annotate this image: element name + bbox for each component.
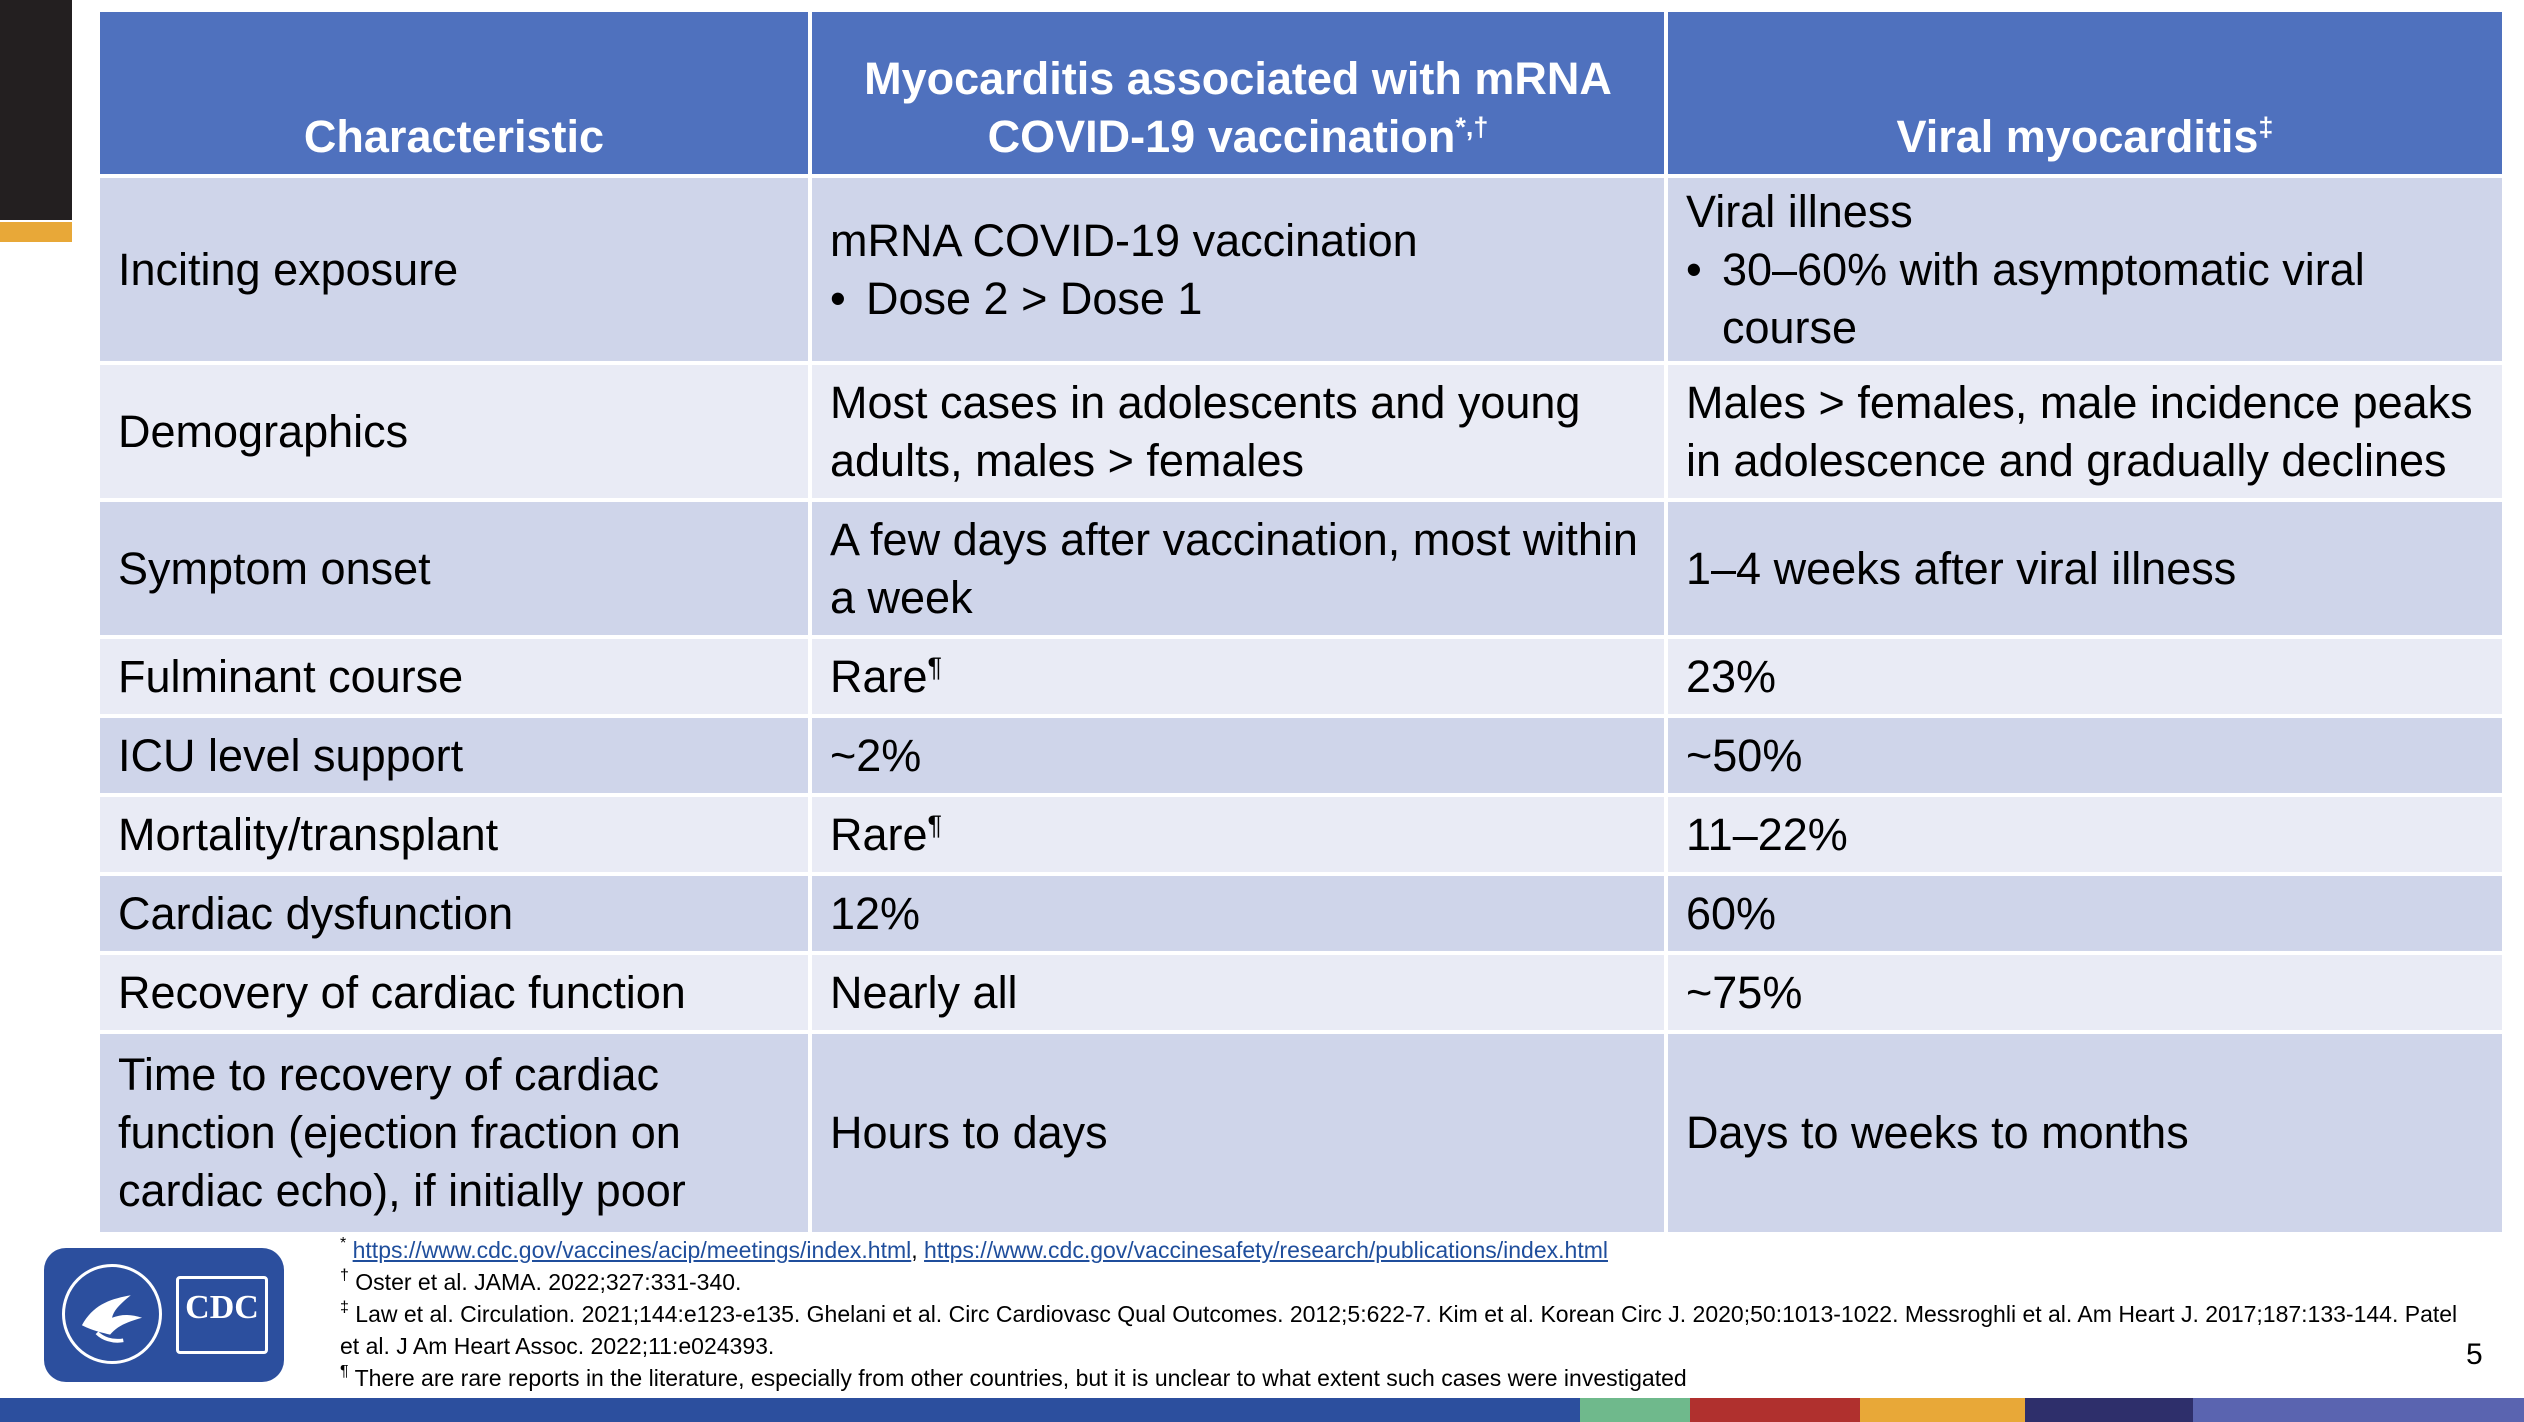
viral-cell: ~50% <box>1664 714 2506 797</box>
table-row: Fulminant course Rare¶ 23% <box>96 635 2506 718</box>
viral-cell: 1–4 weeks after viral illness <box>1664 498 2506 639</box>
page-number: 5 <box>2466 1338 2483 1371</box>
viral-cell: Viral illness • 30–60% with asymptomatic … <box>1664 174 2506 365</box>
viral-cell: Days to weeks to months <box>1664 1030 2506 1236</box>
table-row: Mortality/transplant Rare¶ 11–22% <box>96 793 2506 876</box>
footnote-references: ‡ Law et al. Circulation. 2021;144:e123-… <box>340 1299 2458 1359</box>
footnote-oster: † Oster et al. JAMA. 2022;327:331-340. <box>340 1267 742 1295</box>
row-label: Recovery of cardiac function <box>96 951 812 1034</box>
vaccine-cell: ~2% <box>808 714 1668 797</box>
row-label: ICU level support <box>96 714 812 797</box>
vaccine-cell: Most cases in adolescents and young adul… <box>808 361 1668 502</box>
vaccine-cell: A few days after vaccination, most withi… <box>808 498 1668 639</box>
bottom-color-strip <box>0 1398 2524 1422</box>
left-decorative-bar <box>0 0 72 220</box>
table-header-row: Characteristic Myocarditis associated wi… <box>96 8 2506 178</box>
row-label: Time to recovery of cardiac function (ej… <box>96 1030 812 1236</box>
table-row: Recovery of cardiac function Nearly all … <box>96 951 2506 1034</box>
hhs-eagle-seal-icon <box>62 1264 162 1364</box>
table-row: ICU level support ~2% ~50% <box>96 714 2506 797</box>
viral-cell: Males > females, male incidence peaks in… <box>1664 361 2506 502</box>
row-label: Demographics <box>96 361 812 502</box>
vaccine-cell: Rare¶ <box>808 793 1668 876</box>
table-row: Time to recovery of cardiac function (ej… <box>96 1030 2506 1236</box>
row-label: Inciting exposure <box>96 174 812 365</box>
table-row: Cardiac dysfunction 12% 60% <box>96 872 2506 955</box>
vaccine-cell: Nearly all <box>808 951 1668 1034</box>
footnote-links: * https://www.cdc.gov/vaccines/acip/meet… <box>340 1235 1608 1263</box>
viral-cell: ~75% <box>1664 951 2506 1034</box>
cdc-logo: CDC <box>44 1248 284 1382</box>
vaccine-cell: Hours to days <box>808 1030 1668 1236</box>
table-row: Inciting exposure mRNA COVID-19 vaccinat… <box>96 174 2506 365</box>
viral-cell: 11–22% <box>1664 793 2506 876</box>
footnotes: * https://www.cdc.gov/vaccines/acip/meet… <box>340 1234 2460 1394</box>
comparison-table: Characteristic Myocarditis associated wi… <box>96 8 2506 1236</box>
footnote-rare-reports: ¶ There are rare reports in the literatu… <box>340 1363 1687 1391</box>
acip-meetings-link[interactable]: https://www.cdc.gov/vaccines/acip/meetin… <box>352 1237 912 1263</box>
table-row: Demographics Most cases in adolescents a… <box>96 361 2506 502</box>
vaccine-cell: 12% <box>808 872 1668 955</box>
row-label: Cardiac dysfunction <box>96 872 812 955</box>
header-vaccine-myocarditis: Myocarditis associated with mRNA COVID-1… <box>808 8 1668 178</box>
table-row: Symptom onset A few days after vaccinati… <box>96 498 2506 639</box>
row-label: Symptom onset <box>96 498 812 639</box>
row-label: Fulminant course <box>96 635 812 718</box>
viral-cell: 23% <box>1664 635 2506 718</box>
header-viral-myocarditis: Viral myocarditis‡ <box>1664 8 2506 178</box>
vaccine-cell: Rare¶ <box>808 635 1668 718</box>
vaccinesafety-publications-link[interactable]: https://www.cdc.gov/vaccinesafety/resear… <box>924 1237 1608 1263</box>
viral-cell: 60% <box>1664 872 2506 955</box>
left-accent-bar <box>0 222 72 242</box>
row-label: Mortality/transplant <box>96 793 812 876</box>
vaccine-cell: mRNA COVID-19 vaccination • Dose 2 > Dose… <box>808 174 1668 365</box>
cdc-wordmark: CDC <box>176 1276 268 1354</box>
header-characteristic: Characteristic <box>96 8 812 178</box>
